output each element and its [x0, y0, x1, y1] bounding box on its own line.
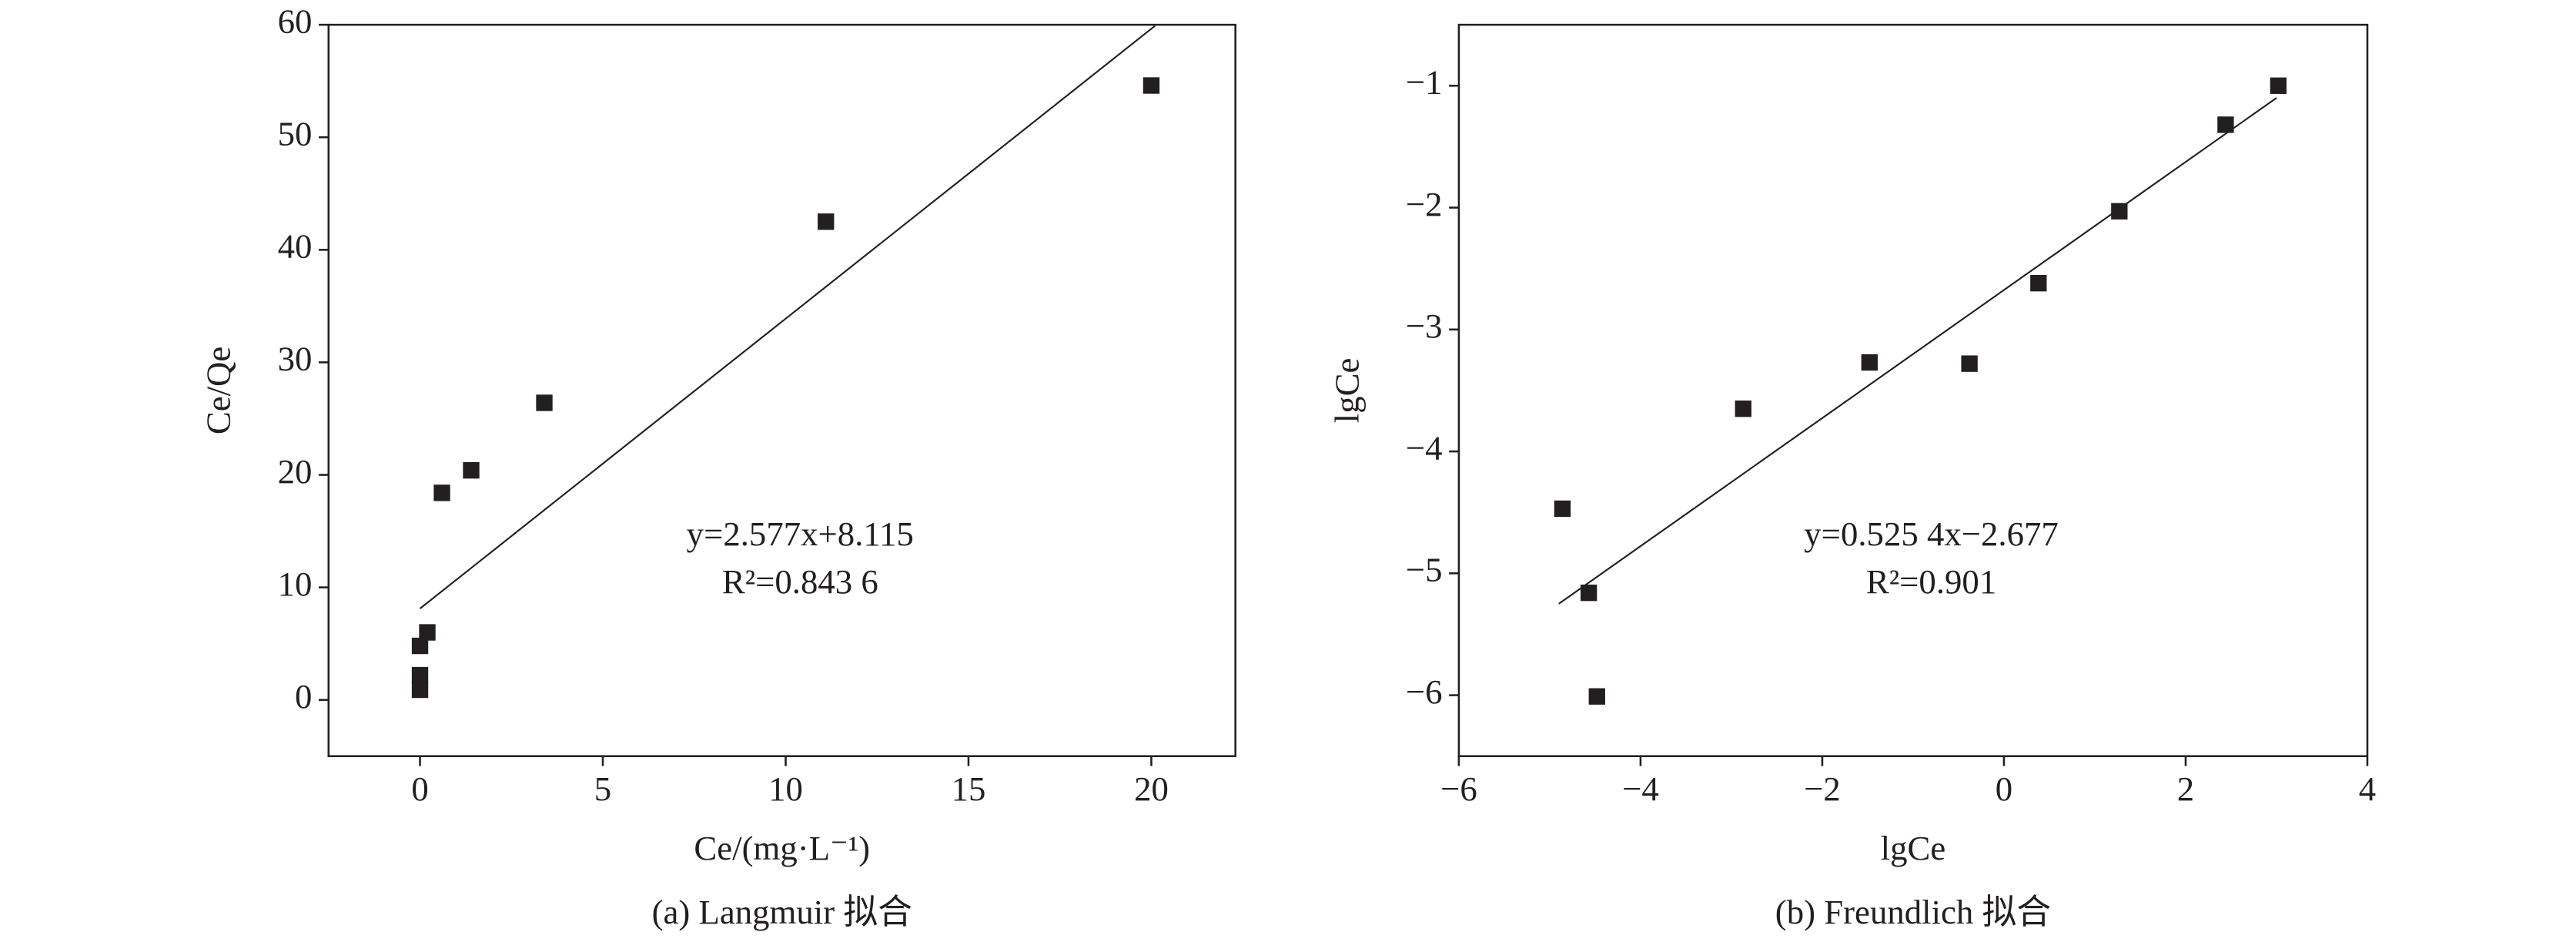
x-tick-label: 0: [1996, 769, 2012, 808]
point: [411, 637, 429, 655]
y-tick-label: 10: [278, 565, 313, 603]
y-tick-label: −1: [1406, 63, 1443, 102]
y-tick-label: −3: [1406, 307, 1443, 345]
fit-annotation: R²=0.901: [1866, 562, 1996, 601]
y-tick-label: 50: [278, 115, 313, 153]
x-axis-label: lgCe: [1881, 829, 1946, 867]
caption: (a) Langmuir 拟合: [652, 893, 912, 931]
x-tick-label: 20: [1134, 769, 1169, 808]
y-tick-label: −4: [1406, 428, 1443, 467]
y-tick-label: −5: [1406, 551, 1443, 589]
point: [2030, 274, 2047, 292]
y-tick-label: 60: [278, 2, 313, 40]
y-tick-label: −2: [1406, 185, 1443, 223]
y-tick-label: −6: [1406, 672, 1443, 711]
point: [463, 461, 480, 479]
point: [1142, 77, 1160, 94]
point: [419, 624, 436, 641]
point: [2217, 116, 2234, 133]
y-axis-label: Ce/Qe: [199, 347, 237, 434]
x-tick-label: −6: [1440, 769, 1477, 808]
x-tick-label: −2: [1804, 769, 1841, 808]
y-tick-label: 40: [278, 227, 313, 266]
x-tick-label: 2: [2177, 769, 2194, 808]
x-tick-label: 0: [411, 769, 428, 808]
fit-annotation: y=2.577x+8.115: [687, 515, 914, 553]
fit-line: [419, 25, 1156, 609]
plot-frame: [1457, 23, 2369, 758]
point: [433, 484, 450, 501]
point: [1861, 354, 1878, 371]
y-tick-label: 0: [295, 677, 312, 716]
point: [536, 394, 553, 411]
y-tick-label: 30: [278, 340, 313, 378]
caption: (b) Freundlich 拟合: [1775, 893, 2051, 931]
point: [1961, 355, 1978, 372]
point: [411, 681, 429, 699]
point: [2111, 203, 2128, 220]
x-axis-label: Ce/(mg·L⁻¹): [694, 829, 870, 867]
y-tick-label: 20: [278, 452, 313, 491]
y-axis-label: lgCe: [1327, 358, 1366, 424]
x-tick-label: 4: [2359, 769, 2376, 808]
point: [1735, 401, 1751, 417]
fit-annotation: y=0.525 4x−2.677: [1804, 515, 2059, 553]
fit-annotation: R²=0.843 6: [722, 562, 878, 601]
point: [1588, 688, 1605, 705]
x-tick-label: 5: [594, 769, 611, 808]
plot-frame: [327, 23, 1236, 758]
fit-line: [1558, 97, 2277, 605]
point: [1554, 500, 1571, 518]
point: [2270, 77, 2287, 94]
x-tick-label: −4: [1622, 769, 1659, 808]
point: [818, 213, 835, 230]
point: [411, 666, 429, 684]
x-tick-label: 15: [952, 769, 986, 808]
point: [1581, 584, 1597, 602]
x-tick-label: 10: [768, 769, 803, 808]
